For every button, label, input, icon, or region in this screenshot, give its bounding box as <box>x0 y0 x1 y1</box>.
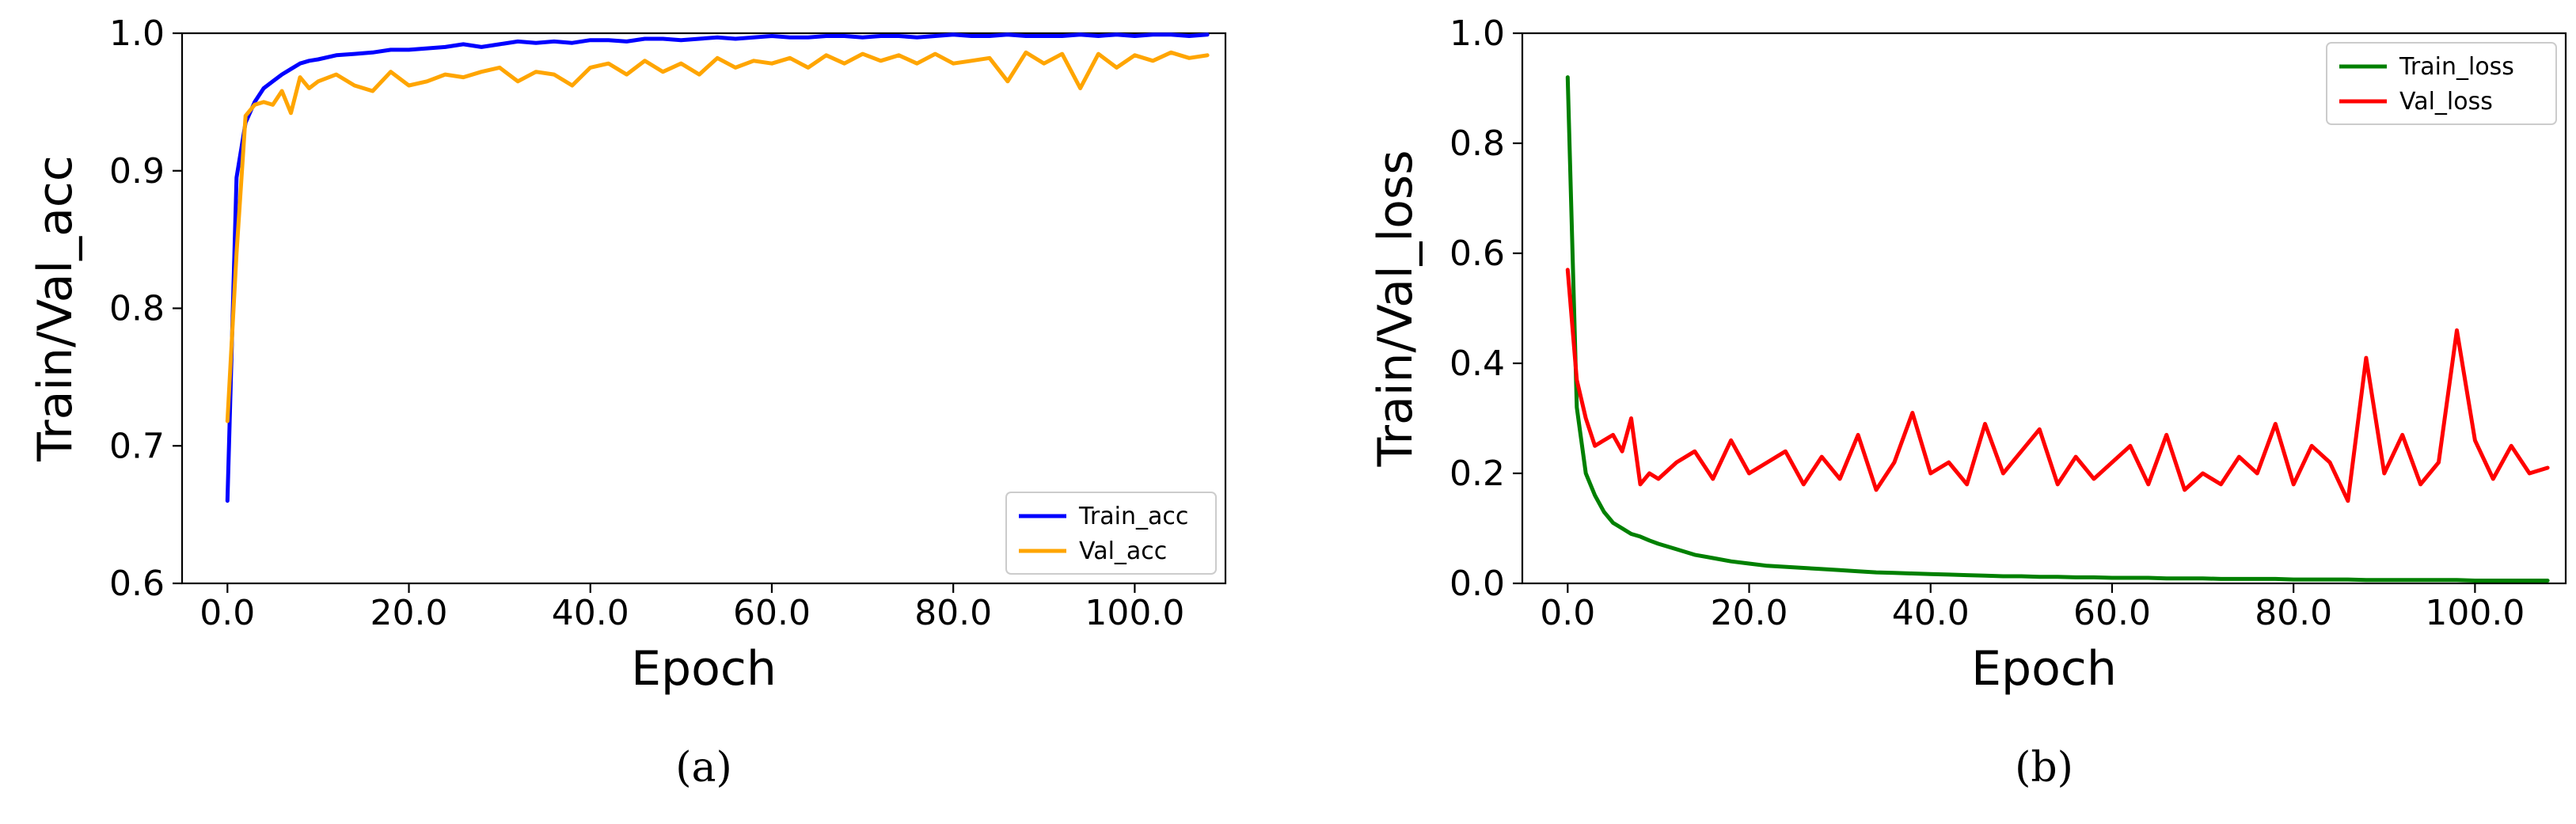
x-tick-label: 0.0 <box>199 593 255 633</box>
y-axis-label: Train/Val_acc <box>28 155 83 462</box>
legend-label: Train_acc <box>1078 503 1188 530</box>
y-axis-label: Train/Val_loss <box>1368 150 1423 468</box>
y-tick-label: 0.7 <box>109 426 165 466</box>
y-tick-label: 0.9 <box>109 151 165 192</box>
series-group <box>1565 75 2550 583</box>
series-line-train-acc <box>225 32 1210 503</box>
panel-caption: (b) <box>2015 744 2073 792</box>
x-tick-label: 80.0 <box>914 593 992 633</box>
y-tick-label: 1.0 <box>109 13 165 54</box>
legend-label: Train_loss <box>2399 53 2514 81</box>
x-tick-label: 80.0 <box>2255 593 2332 633</box>
x-tick-label: 40.0 <box>1892 593 1970 633</box>
series-line-val-loss <box>1565 268 2550 503</box>
plot-frame <box>1521 32 2567 585</box>
y-tick-label: 0.4 <box>1449 344 1505 384</box>
x-tick-label: 100.0 <box>1085 593 1184 633</box>
legend-label: Val_loss <box>2399 88 2493 116</box>
chart-panel-a: 0.0 20.0 40.0 60.0 80.0 100.0 0.6 0.7 0.8 0.9 1.0 E… <box>28 13 1227 792</box>
legend-box <box>1005 492 1217 575</box>
x-tick-label: 100.0 <box>2425 593 2525 633</box>
y-tick-label: 0.6 <box>1449 234 1505 274</box>
x-tick-label: 20.0 <box>1711 593 1788 633</box>
y-tick-label: 0.0 <box>1449 564 1505 604</box>
y-tick-label: 0.8 <box>1449 123 1505 164</box>
y-tick-label: 0.2 <box>1449 454 1505 494</box>
y-tick-label: 0.6 <box>109 564 165 604</box>
panel-caption: (a) <box>675 744 732 792</box>
legend-label: Val_acc <box>1079 537 1167 565</box>
x-axis-label: Epoch <box>631 641 777 697</box>
chart-panel-b: 0.0 20.0 40.0 60.0 80.0 100.0 0.0 0.2 0.4 0.6 0.8 1… <box>1368 13 2567 792</box>
y-tick-label: 1.0 <box>1449 13 1505 54</box>
series-group <box>225 32 1210 503</box>
series-line-train-loss <box>1565 75 2550 583</box>
legend: Train_loss Val_loss <box>2326 42 2557 125</box>
legend-box <box>2326 42 2557 125</box>
x-tick-label: 60.0 <box>2073 593 2151 633</box>
x-tick-label: 60.0 <box>733 593 811 633</box>
x-tick-label: 20.0 <box>370 593 448 633</box>
x-tick-label: 0.0 <box>1540 593 1595 633</box>
series-line-val-acc <box>225 50 1210 423</box>
y-tick-label: 0.8 <box>109 289 165 329</box>
x-axis-label: Epoch <box>1971 641 2117 697</box>
x-tick-label: 40.0 <box>552 593 629 633</box>
legend: Train_acc Val_acc <box>1005 492 1217 575</box>
